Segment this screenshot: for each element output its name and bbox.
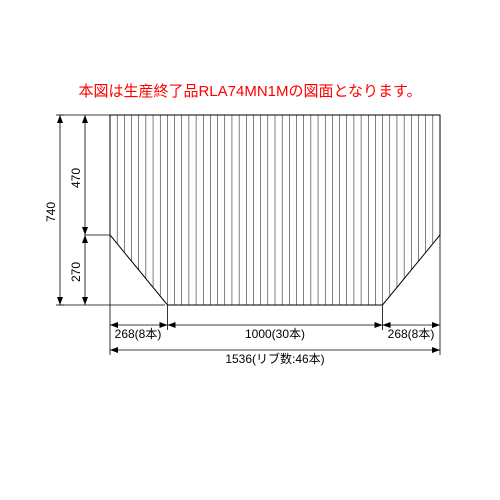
- dim-total-label: 1536(リブ数:46本): [225, 351, 324, 366]
- dim-total-width: 1536(リブ数:46本): [110, 347, 440, 366]
- rib-lines: [117, 115, 433, 305]
- dim-center-label: 1000(30本): [245, 327, 305, 341]
- dim-total-height: 740: [44, 115, 165, 305]
- dim-center-section: 1000(30本): [168, 305, 383, 341]
- dim-lower-height: 270: [69, 235, 88, 305]
- dim-upper-height: 470: [69, 115, 110, 235]
- dim-740-label: 740: [44, 202, 58, 222]
- dim-270-label: 270: [69, 262, 83, 282]
- dim-left-label: 268(8本): [115, 327, 162, 341]
- technical-diagram: 740 470 270 268(8本) 1000(30本) 268(8本: [0, 0, 500, 500]
- dim-right-label: 268(8本): [388, 327, 435, 341]
- dim-470-label: 470: [69, 168, 83, 188]
